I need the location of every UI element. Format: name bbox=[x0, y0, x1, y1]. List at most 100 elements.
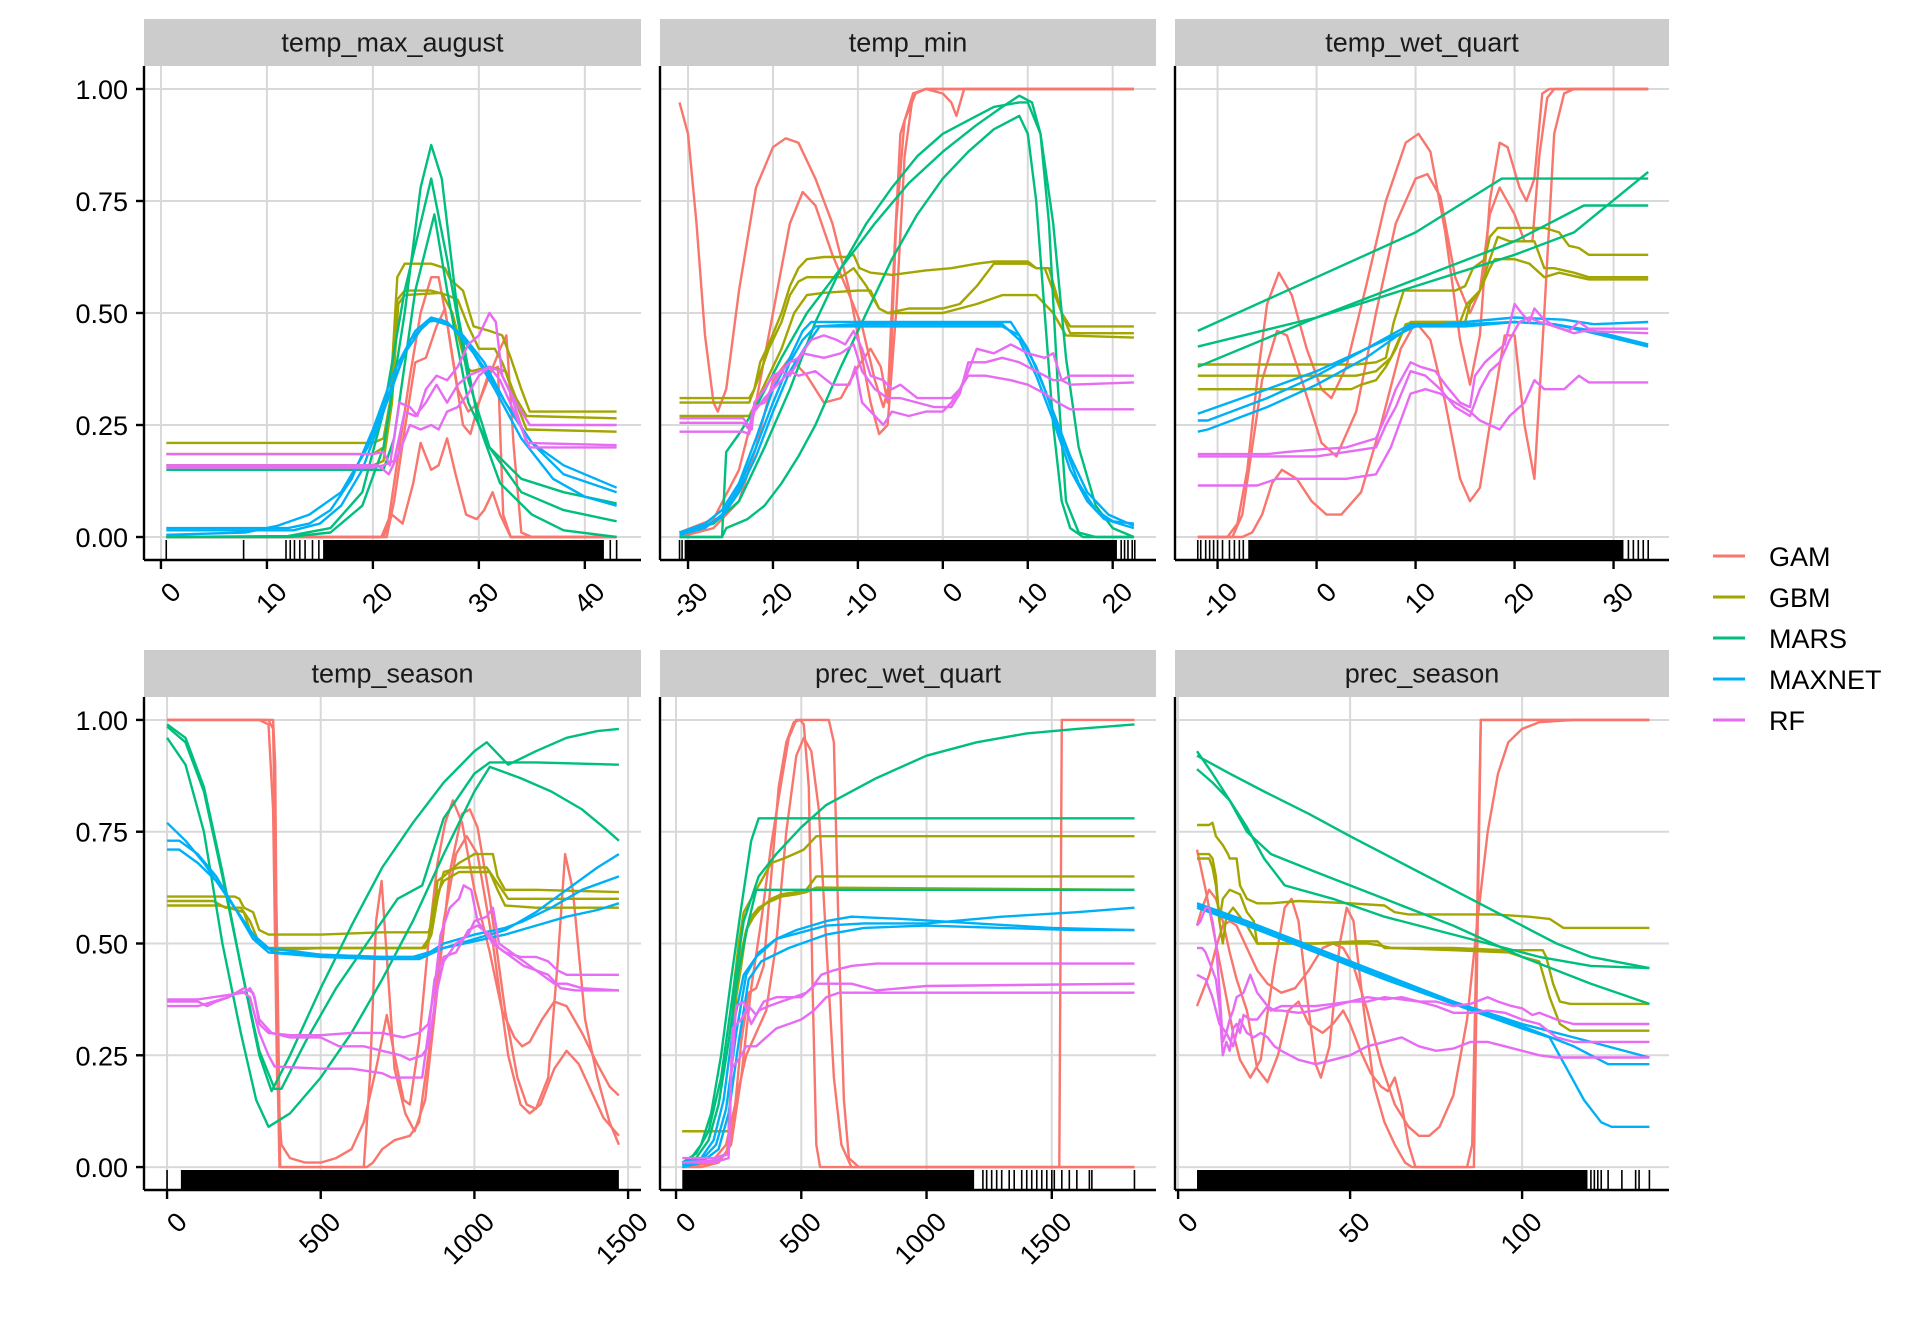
facet-title: temp_min bbox=[849, 28, 968, 58]
facet-title: temp_max_august bbox=[281, 28, 504, 58]
y-tick-label: 0.00 bbox=[75, 523, 128, 553]
line-mars-2 bbox=[1197, 204, 1649, 348]
legend-item-gbm: GBM bbox=[1713, 583, 1831, 613]
line-rf-3 bbox=[679, 365, 1134, 436]
rug-dense-band bbox=[682, 1170, 975, 1189]
legend-label: GAM bbox=[1769, 542, 1831, 572]
rug bbox=[166, 1170, 619, 1189]
series-lines bbox=[681, 718, 1135, 1169]
legend: GAM GBM MARS MAXNET RF bbox=[1713, 542, 1882, 736]
legend-item-mars: MARS bbox=[1713, 624, 1847, 654]
series-lines bbox=[1197, 87, 1649, 539]
legend-label: GBM bbox=[1769, 583, 1831, 613]
rug bbox=[682, 1170, 1136, 1189]
facet-strip bbox=[144, 19, 641, 66]
line-mars-3 bbox=[166, 737, 620, 1128]
line-rf-3 bbox=[682, 991, 1135, 1164]
line-mars-2 bbox=[679, 114, 1134, 539]
line-rf-3 bbox=[1196, 973, 1650, 1066]
rug-dense-band bbox=[1248, 540, 1624, 559]
y-tick-label: 0.25 bbox=[75, 1041, 128, 1071]
line-gam-3 bbox=[167, 718, 620, 1169]
line-rf-2 bbox=[1197, 946, 1650, 1057]
facet-strip bbox=[660, 650, 1156, 697]
line-mars-2 bbox=[166, 177, 617, 539]
y-tick-label: 0.50 bbox=[75, 930, 128, 960]
rug-dense-band bbox=[323, 540, 604, 559]
facet-strip bbox=[1175, 19, 1669, 66]
legend-item-maxnet: MAXNET bbox=[1713, 665, 1882, 695]
line-maxnet-3 bbox=[679, 325, 1135, 534]
panel-temp-min: temp_min-30 -20 -10 0 10 20 bbox=[658, 19, 1156, 625]
line-gbm-3 bbox=[679, 289, 1134, 418]
gridlines bbox=[144, 66, 641, 560]
line-rf-2 bbox=[1197, 316, 1649, 458]
facet-strip bbox=[144, 650, 641, 697]
line-maxnet-3 bbox=[682, 924, 1135, 1169]
rug-dense-band bbox=[684, 540, 1117, 559]
line-gam-3 bbox=[1195, 718, 1650, 1169]
line-mars-3 bbox=[1196, 768, 1650, 970]
series-lines bbox=[166, 718, 621, 1169]
y-tick-label: 0.50 bbox=[75, 299, 128, 329]
line-maxnet-2 bbox=[167, 839, 620, 959]
line-mars-3 bbox=[681, 723, 1135, 1164]
y-tick-label: 1.00 bbox=[75, 75, 128, 105]
line-gam-2 bbox=[167, 718, 620, 1164]
series-lines bbox=[166, 143, 618, 539]
line-rf-3 bbox=[167, 924, 619, 1079]
series-lines bbox=[1195, 718, 1650, 1169]
y-tick-label: 0.75 bbox=[75, 187, 128, 217]
facet-title: prec_wet_quart bbox=[815, 659, 1002, 689]
line-gam-3 bbox=[166, 437, 617, 539]
legend-item-rf: RF bbox=[1713, 706, 1805, 736]
line-gbm-3 bbox=[1197, 258, 1649, 391]
y-tick-label: 0.25 bbox=[75, 411, 128, 441]
rug-dense-band bbox=[1197, 1170, 1588, 1189]
facet-title: temp_wet_quart bbox=[1325, 28, 1519, 58]
legend-label: MARS bbox=[1769, 624, 1847, 654]
line-mars-3 bbox=[1197, 170, 1649, 368]
line-maxnet-3 bbox=[1197, 320, 1649, 433]
line-gbm-3 bbox=[167, 870, 619, 952]
line-maxnet-2 bbox=[682, 906, 1135, 1166]
line-mars-1 bbox=[1197, 177, 1649, 332]
line-rf-1 bbox=[1196, 906, 1650, 1044]
line-mars-2 bbox=[681, 888, 1135, 1166]
line-gam-2 bbox=[1195, 718, 1650, 1137]
line-gam-1 bbox=[1197, 87, 1649, 539]
y-tick-label: 0.00 bbox=[75, 1153, 128, 1183]
line-rf-3 bbox=[166, 365, 617, 476]
gridlines bbox=[144, 697, 641, 1190]
line-mars-2 bbox=[166, 725, 619, 1090]
rug-dense-band bbox=[180, 1170, 619, 1189]
rug bbox=[1196, 540, 1650, 559]
line-rf-2 bbox=[166, 365, 617, 469]
line-mars-3 bbox=[679, 101, 1135, 539]
rug bbox=[678, 540, 1136, 559]
line-maxnet-3 bbox=[1196, 906, 1650, 1128]
facet-title: prec_season bbox=[1345, 659, 1500, 689]
rug bbox=[165, 540, 618, 559]
line-mars-1 bbox=[166, 143, 617, 539]
line-gbm-2 bbox=[167, 866, 619, 950]
facet-strip bbox=[1175, 650, 1669, 697]
y-tick-label: 0.75 bbox=[75, 818, 128, 848]
line-maxnet-3 bbox=[167, 848, 620, 961]
facet-title: temp_season bbox=[311, 659, 473, 689]
rug bbox=[1197, 1170, 1651, 1189]
line-rf-3 bbox=[1197, 374, 1649, 487]
line-rf-2 bbox=[167, 906, 619, 1061]
line-rf-1 bbox=[679, 329, 1134, 431]
series-lines bbox=[678, 87, 1135, 539]
line-maxnet-2 bbox=[679, 323, 1135, 536]
legend-label: MAXNET bbox=[1769, 665, 1882, 695]
line-gam-2 bbox=[166, 307, 617, 539]
line-maxnet-3 bbox=[166, 318, 617, 536]
gridlines bbox=[1175, 697, 1669, 1190]
line-rf-1 bbox=[1197, 302, 1649, 456]
line-mars-1 bbox=[1196, 750, 1650, 1006]
